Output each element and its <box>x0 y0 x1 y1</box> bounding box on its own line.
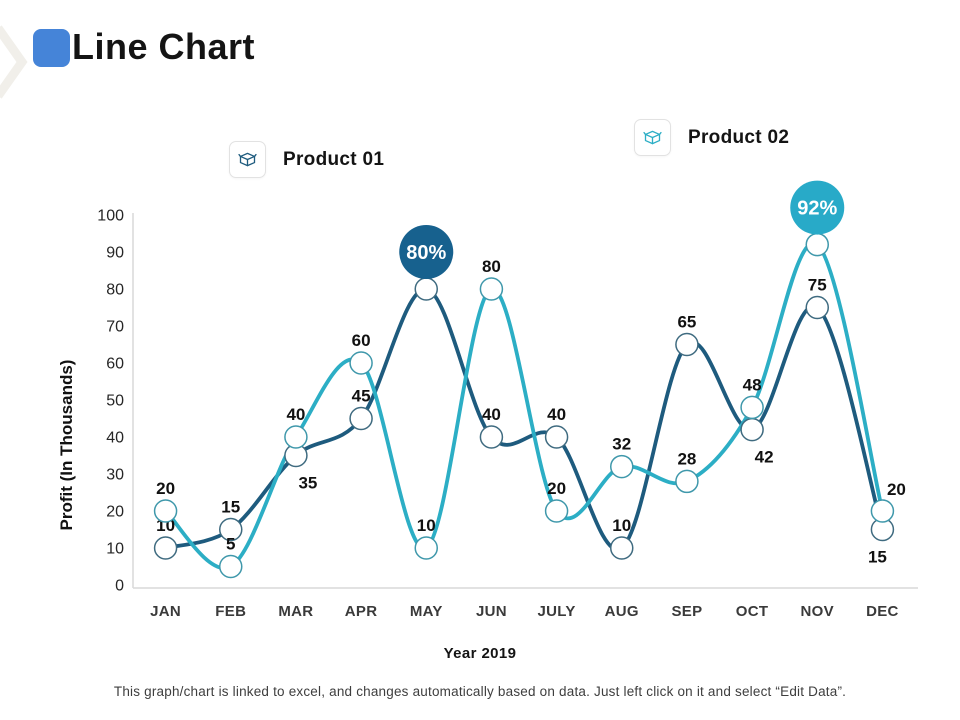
y-tick-label: 60 <box>106 356 124 373</box>
data-label: 10 <box>612 516 631 535</box>
data-label: 5 <box>226 535 235 554</box>
y-tick-label: 100 <box>97 208 124 225</box>
x-tick-label: SEP <box>671 603 702 620</box>
series-line-1[interactable] <box>163 287 885 552</box>
x-tick-label: FEB <box>215 603 246 620</box>
data-label: 20 <box>887 480 906 499</box>
data-label: 60 <box>352 331 371 350</box>
data-label: 28 <box>677 449 696 468</box>
data-label: 35 <box>298 474 317 493</box>
data-label: 32 <box>612 435 631 454</box>
data-point-marker[interactable] <box>284 425 308 449</box>
x-tick-label: AUG <box>605 603 639 620</box>
data-point-marker[interactable] <box>675 332 699 357</box>
data-label: 40 <box>547 405 566 424</box>
data-point-marker[interactable] <box>870 499 895 523</box>
y-tick-label: 10 <box>106 541 124 558</box>
y-tick-label: 0 <box>115 578 124 595</box>
data-point-marker[interactable] <box>740 395 764 420</box>
data-label: 48 <box>743 375 762 394</box>
data-label: 20 <box>156 479 175 498</box>
x-axis-title: Year 2019 <box>443 645 517 662</box>
data-point-marker[interactable] <box>349 406 373 431</box>
callout-bubble <box>790 180 845 235</box>
data-point-marker[interactable] <box>219 554 243 579</box>
y-tick-label: 30 <box>106 467 124 484</box>
data-label: 40 <box>286 405 305 424</box>
data-point-marker[interactable] <box>544 499 569 523</box>
data-point-marker[interactable] <box>610 536 634 560</box>
open-box-icon <box>634 119 671 156</box>
y-tick-label: 40 <box>106 430 124 447</box>
legend-product-01[interactable]: Product 01 <box>229 141 384 178</box>
callout-label: 92% <box>797 198 837 220</box>
x-tick-label: OCT <box>736 603 769 620</box>
data-label: 15 <box>868 548 887 567</box>
x-tick-label: NOV <box>801 603 834 620</box>
footer-note: This graph/chart is linked to excel, and… <box>113 684 847 699</box>
x-tick-label: JULY <box>537 603 575 620</box>
callout-label: 80% <box>406 242 446 264</box>
data-point-marker[interactable] <box>153 536 178 560</box>
y-tick-label: 90 <box>106 245 124 262</box>
data-label: 80 <box>482 257 501 276</box>
data-point-marker[interactable] <box>610 454 634 479</box>
data-label: 15 <box>221 498 240 517</box>
x-tick-label: DEC <box>866 603 899 620</box>
data-point-marker[interactable] <box>219 517 243 542</box>
series-line-2[interactable] <box>163 241 885 571</box>
data-point-marker[interactable] <box>153 499 178 523</box>
data-label: 20 <box>547 479 566 498</box>
data-point-marker[interactable] <box>349 351 373 375</box>
data-point-marker[interactable] <box>805 295 829 320</box>
left-chevron-decoration <box>0 25 28 99</box>
y-tick-label: 50 <box>106 393 124 410</box>
data-label: 42 <box>755 448 774 467</box>
data-label: 75 <box>808 276 827 295</box>
x-tick-label: JUN <box>476 603 507 620</box>
data-label: 65 <box>677 313 696 332</box>
data-point-marker[interactable] <box>544 425 569 449</box>
data-point-marker[interactable] <box>414 277 438 301</box>
data-label: 40 <box>482 405 501 424</box>
data-label: 10 <box>417 516 436 535</box>
x-tick-label: JAN <box>150 603 181 620</box>
data-label: 45 <box>352 387 371 406</box>
title-accent-square <box>33 29 70 67</box>
callout-bubble <box>399 225 454 279</box>
data-point-marker[interactable] <box>805 232 829 257</box>
x-tick-label: MAR <box>278 603 313 620</box>
legend-label: Product 02 <box>688 126 790 148</box>
data-point-marker[interactable] <box>740 417 764 442</box>
y-axis-title: Profit (In Thousands) <box>57 360 76 531</box>
page-title: Line Chart <box>72 26 256 67</box>
x-tick-label: APR <box>345 603 378 620</box>
y-tick-label: 80 <box>106 282 124 299</box>
data-point-marker[interactable] <box>479 277 504 301</box>
y-tick-label: 70 <box>106 319 124 336</box>
x-tick-label: MAY <box>410 603 443 620</box>
legend-product-02[interactable]: Product 02 <box>634 119 789 156</box>
y-tick-label: 20 <box>106 504 124 521</box>
legend-label: Product 01 <box>283 148 385 170</box>
open-box-icon <box>229 141 266 178</box>
data-point-marker[interactable] <box>414 536 438 560</box>
data-point-marker[interactable] <box>479 425 504 449</box>
data-point-marker[interactable] <box>675 469 699 494</box>
